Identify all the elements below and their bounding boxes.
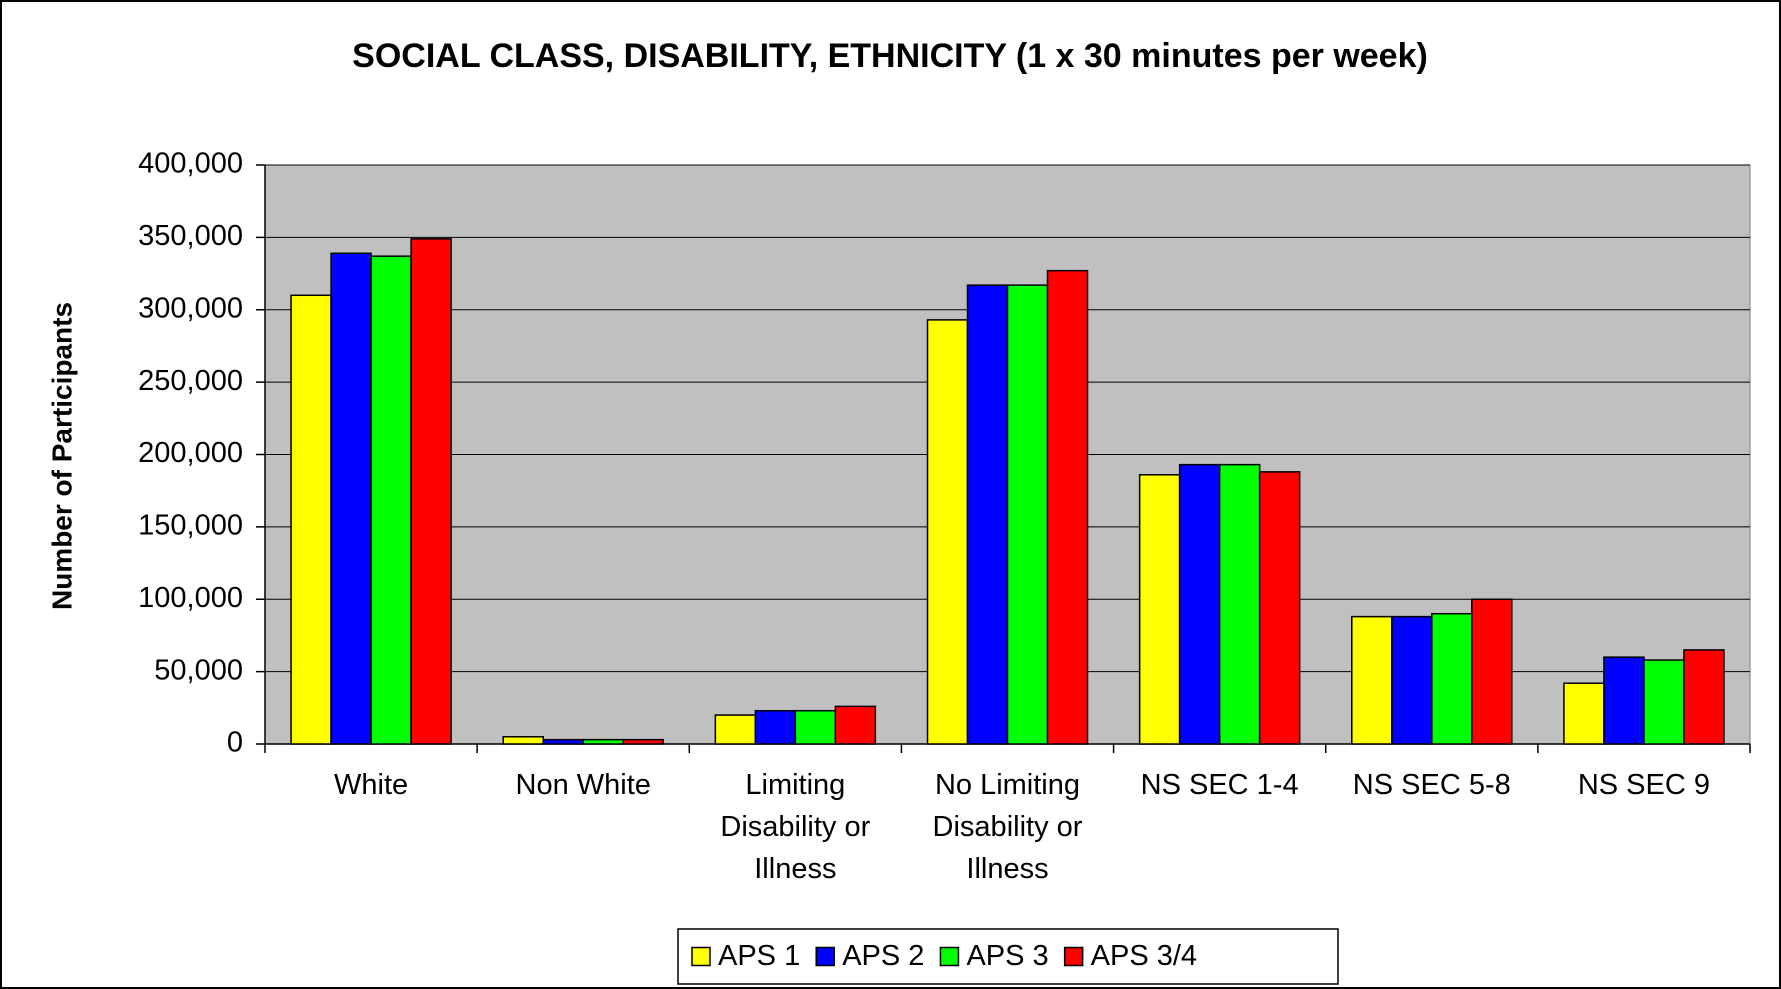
legend-swatch [815, 946, 835, 967]
bar [1218, 463, 1261, 745]
legend-swatch [1063, 946, 1084, 967]
y-tick-label: 350,000 [138, 220, 243, 252]
y-tick-label: 100,000 [138, 582, 243, 614]
x-tick-label: NS SEC 5-8 [1352, 769, 1511, 801]
bar [714, 714, 757, 745]
legend-label: APS 2 [842, 940, 924, 972]
legend-label: APS 3/4 [1091, 940, 1197, 972]
x-tick-label: Limiting Disability or Illness [720, 769, 871, 885]
bar [1471, 598, 1513, 745]
bar [754, 709, 797, 745]
legend-swatch [939, 946, 960, 967]
bar [1563, 682, 1605, 745]
bar [1391, 615, 1433, 745]
x-tick-label: No Limiting Disability or Illness [932, 769, 1083, 885]
bar [1431, 612, 1473, 745]
bar [1178, 463, 1221, 745]
x-tick-label: Non White [515, 769, 651, 801]
x-tick-label: NS SEC 9 [1577, 769, 1710, 801]
bar [966, 284, 1009, 745]
y-tick-label: 300,000 [138, 292, 243, 324]
y-axis-label: Number of Participants [46, 302, 77, 610]
bar [502, 736, 544, 745]
y-tick-label: 0 [227, 727, 243, 759]
y-tick-label: 150,000 [138, 510, 243, 542]
bar [1643, 659, 1685, 745]
x-tick-label: NS SEC 1-4 [1140, 769, 1299, 801]
bar [542, 738, 584, 745]
bar [1046, 269, 1089, 745]
bar [622, 738, 664, 745]
y-tick-label: 50,000 [154, 654, 243, 686]
y-tick-label: 400,000 [138, 148, 243, 180]
bar [834, 705, 877, 745]
bar [1138, 474, 1181, 745]
bar [1683, 649, 1725, 745]
bar [926, 319, 969, 745]
bar [1258, 471, 1301, 745]
legend-box [677, 928, 1339, 985]
chart-title: SOCIAL CLASS, DISABILITY, ETHNICITY (1 x… [352, 37, 1428, 75]
bar [1006, 284, 1049, 745]
bar [1603, 656, 1645, 745]
y-tick-label: 200,000 [138, 437, 243, 469]
legend-swatch [691, 946, 711, 967]
legend-label: APS 1 [718, 940, 800, 972]
x-tick-label: White [334, 769, 409, 801]
legend-label: APS 3 [966, 940, 1048, 972]
bar [582, 738, 624, 745]
bar [330, 252, 372, 745]
bar [370, 255, 412, 745]
bar [1351, 615, 1393, 745]
y-tick-label: 250,000 [138, 365, 243, 397]
bar [794, 709, 837, 745]
bar [290, 294, 332, 745]
bar [410, 238, 452, 745]
